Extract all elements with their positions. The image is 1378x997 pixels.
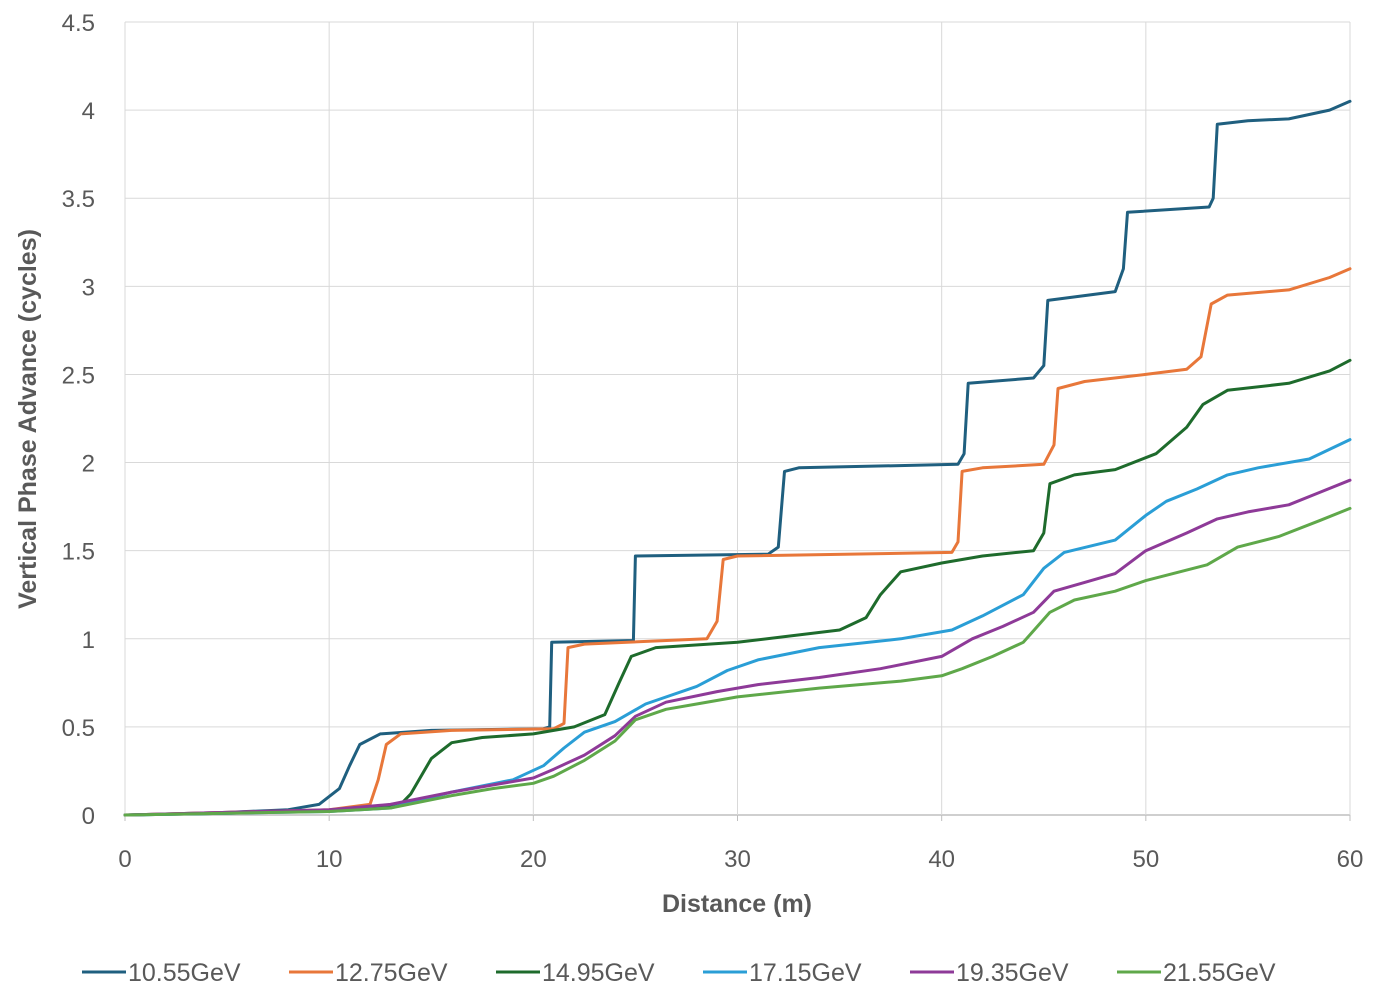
legend-label: 19.35GeV bbox=[956, 959, 1069, 987]
x-tick-label: 60 bbox=[1337, 846, 1364, 873]
y-tick-label: 3 bbox=[82, 274, 95, 301]
x-tick-label: 10 bbox=[316, 846, 343, 873]
legend-label: 17.15GeV bbox=[749, 959, 862, 987]
legend-label: 10.55GeV bbox=[128, 959, 241, 987]
legend: 10.55GeV 12.75GeV 14.95GeV 17.15GeV 19.35GeV… bbox=[82, 959, 1276, 987]
x-axis-title: Distance (m) bbox=[662, 890, 812, 918]
y-tick-label: 1.5 bbox=[62, 539, 95, 566]
y-tick-label: 4 bbox=[82, 98, 95, 125]
series-line-19-35gev bbox=[123, 478, 1352, 817]
series-line-17-15gev bbox=[123, 438, 1352, 817]
y-tick-label: 0 bbox=[82, 803, 95, 830]
y-tick-label: 2 bbox=[82, 451, 95, 478]
series-line-12-75gev bbox=[123, 267, 1352, 817]
y-tick-label: 3.5 bbox=[62, 186, 95, 213]
x-tick-label: 0 bbox=[118, 846, 131, 873]
series-line-14-95gev bbox=[123, 358, 1352, 817]
x-tick-label: 30 bbox=[724, 846, 751, 873]
y-tick-label: 2.5 bbox=[62, 362, 95, 389]
y-axis-title: Vertical Phase Advance (cycles) bbox=[14, 229, 42, 609]
series-line-21-55gev bbox=[123, 506, 1352, 817]
y-tick-label: 1 bbox=[82, 627, 95, 654]
series-line-10-55gev bbox=[123, 99, 1352, 817]
legend-label: 14.95GeV bbox=[542, 959, 655, 987]
gridlines bbox=[124, 21, 1351, 821]
x-tick-label: 40 bbox=[928, 846, 955, 873]
y-tick-label: 4.5 bbox=[62, 10, 95, 37]
x-tick-label: 50 bbox=[1132, 846, 1159, 873]
tick-labels: 0 0.5 1 1.5 2 2.5 3 3.5 4 4.5 0 10 20 30 40 50 60 bbox=[62, 10, 1364, 873]
y-tick-label: 0.5 bbox=[62, 715, 95, 742]
x-tick-label: 20 bbox=[520, 846, 547, 873]
legend-label: 12.75GeV bbox=[335, 959, 448, 987]
series-lines bbox=[123, 99, 1352, 817]
legend-label: 21.55GeV bbox=[1163, 959, 1276, 987]
